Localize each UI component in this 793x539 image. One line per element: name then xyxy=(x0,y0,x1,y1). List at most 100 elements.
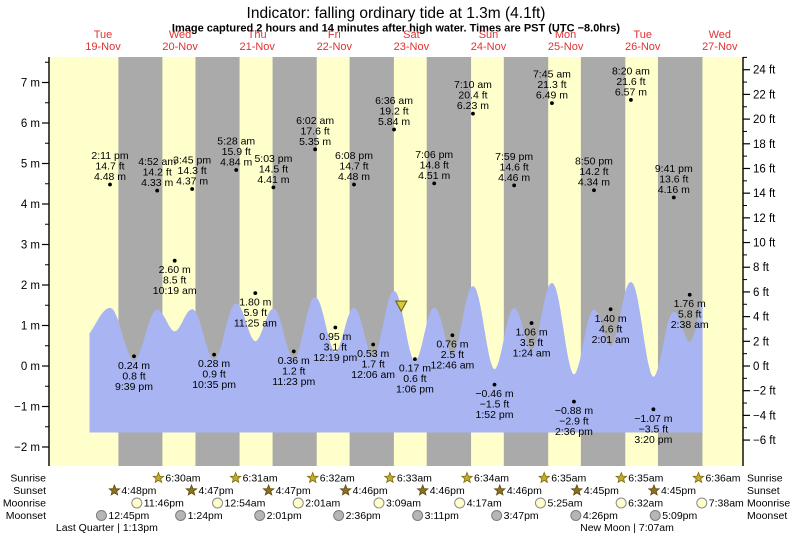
low-tide-label: 0.8 ft xyxy=(122,370,145,382)
tick-label-ft: 24 ft xyxy=(753,65,776,77)
low-tide-label: 0.6 ft xyxy=(403,373,426,385)
high-tide-label: 4.46 m xyxy=(498,172,530,184)
high-tide-label: 15.9 ft xyxy=(222,146,251,158)
low-tide-label: −2.9 ft xyxy=(559,416,589,428)
high-tide-label: 7:06 pm xyxy=(415,149,453,161)
high-tide-label: 4.37 m xyxy=(176,176,208,188)
day-weekday: Wed xyxy=(169,29,191,41)
tide-event-dot xyxy=(291,349,296,354)
low-tide-label: 0.36 m xyxy=(278,355,310,367)
high-tide-label: 14.7 ft xyxy=(339,161,368,173)
tide-event-dot xyxy=(172,258,177,263)
sunset-star-icon xyxy=(108,483,121,496)
low-tide-label: 3:20 pm xyxy=(634,434,672,446)
low-tide-label: −3.5 ft xyxy=(639,423,669,435)
tide-event-dot xyxy=(671,195,676,200)
sunset-time: 4:47pm xyxy=(276,485,311,497)
day-date: 22-Nov xyxy=(317,41,353,53)
chart-subtitle: Image captured 2 hours and 14 minutes af… xyxy=(172,23,621,35)
tick-label-ft: 0 ft xyxy=(753,361,770,373)
low-tide-label: 12:19 pm xyxy=(313,352,357,364)
low-tide-label: 12:06 am xyxy=(351,369,395,381)
sunrise-time: 6:34am xyxy=(474,473,509,485)
high-tide-label: 8:20 am xyxy=(612,65,650,77)
tick-label-m: 7 m xyxy=(21,78,40,90)
low-tide-label: 0.53 m xyxy=(357,348,389,360)
high-tide-label: 19.2 ft xyxy=(379,105,408,117)
high-tide-label: 14.6 ft xyxy=(500,161,529,173)
day-date: 23-Nov xyxy=(394,41,430,53)
low-tide-label: −1.5 ft xyxy=(480,399,510,411)
day-weekday: Tue xyxy=(633,29,652,41)
moonrise-time: 11:46pm xyxy=(144,498,184,510)
tick-label-ft: 12 ft xyxy=(753,213,776,225)
tide-event-dot xyxy=(687,292,692,297)
tide-event-dot xyxy=(190,187,195,191)
moonset-time: 3:11pm xyxy=(425,510,459,522)
sunset-time: 4:45pm xyxy=(584,485,619,497)
tide-event-dot xyxy=(271,185,276,190)
moonset-circle-icon xyxy=(491,510,503,521)
high-tide-label: 6:36 am xyxy=(375,95,413,107)
low-tide-label: −1.07 m xyxy=(634,413,672,425)
high-tide-label: 21.3 ft xyxy=(537,79,566,91)
tide-event-dot xyxy=(512,183,517,188)
tide-event-dot xyxy=(529,321,534,325)
tick-label-ft: 10 ft xyxy=(753,238,776,250)
moonset-circle-icon xyxy=(570,510,582,521)
tick-label-m: 6 m xyxy=(21,118,40,130)
day-date: 21-Nov xyxy=(239,41,275,53)
tide-event-dot xyxy=(450,333,455,338)
low-tide-label: 0.24 m xyxy=(118,360,150,372)
high-tide-label: 2:11 pm xyxy=(91,150,128,162)
sunrise-time: 6:35am xyxy=(551,473,586,485)
sunrise-time: 6:30am xyxy=(165,473,200,485)
sunset-time: 4:48pm xyxy=(121,485,156,497)
tide-event-dot xyxy=(572,399,576,404)
sunrise-time: 6:35am xyxy=(628,473,663,485)
low-tide-label: 1.06 m xyxy=(515,327,547,339)
high-tide-label: 14.7 ft xyxy=(95,161,124,173)
low-tide-label: 3.1 ft xyxy=(324,342,347,354)
sunset-time: 4:46pm xyxy=(507,485,542,497)
high-tide-label: 4.84 m xyxy=(220,156,252,168)
high-tide-label: 17.6 ft xyxy=(301,125,330,137)
moonrise-circle-icon xyxy=(615,497,627,509)
tick-label-ft: 14 ft xyxy=(753,188,776,200)
high-tide-label: 20.4 ft xyxy=(458,90,487,102)
high-tide-label: 5:28 am xyxy=(217,135,255,147)
sunset-star-icon xyxy=(416,483,429,496)
high-tide-label: 4.16 m xyxy=(658,184,690,196)
high-tide-label: 7:59 pm xyxy=(495,151,533,163)
row-label-left-moonrise: Moonrise xyxy=(3,498,46,510)
moonrise-time: 6:32am xyxy=(628,498,663,510)
moonset-circle-icon xyxy=(175,510,187,521)
row-label-right-sunset: Sunset xyxy=(747,485,780,497)
sunset-star-icon xyxy=(493,483,507,496)
low-tide-label: 2:01 am xyxy=(592,334,630,346)
sunrise-star-icon xyxy=(306,471,320,484)
row-label-right-sunrise: Sunrise xyxy=(747,473,783,485)
high-tide-label: 6:08 pm xyxy=(335,150,373,162)
low-tide-label: 5.8 ft xyxy=(678,309,701,321)
high-tide-label: 4:52 am xyxy=(138,156,176,168)
low-tide-label: 11:25 am xyxy=(234,318,277,330)
high-tide-label: 8:50 pm xyxy=(575,156,613,168)
day-labels-layer: Tue19-NovWed20-NovThu21-NovFri22-NovSat2… xyxy=(85,29,738,53)
low-tide-label: 10:19 am xyxy=(153,285,197,297)
sunrise-time: 6:32am xyxy=(320,473,355,485)
day-weekday: Tue xyxy=(94,29,113,41)
low-tide-label: 2:36 pm xyxy=(555,426,593,438)
low-tide-label: −0.46 m xyxy=(475,388,513,400)
row-label-right-moonset: Moonset xyxy=(747,510,787,522)
tide-event-dot xyxy=(212,352,216,357)
high-tide-label: 7:10 am xyxy=(454,79,492,91)
day-weekday: Sat xyxy=(403,29,420,41)
tide-event-dot xyxy=(253,291,258,295)
tide-event-dot xyxy=(392,127,396,132)
tide-event-dot xyxy=(432,181,437,186)
day-date: 24-Nov xyxy=(471,41,507,53)
high-tide-label: 5.35 m xyxy=(299,136,331,148)
moonrise-time: 4:17am xyxy=(467,498,502,510)
